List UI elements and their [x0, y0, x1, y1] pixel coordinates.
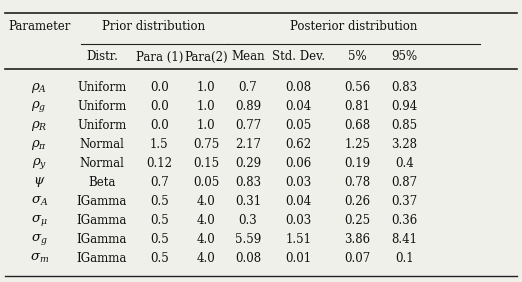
Text: 0.62: 0.62	[286, 138, 312, 151]
Text: Uniform: Uniform	[77, 119, 126, 132]
Text: 3.86: 3.86	[345, 233, 371, 246]
Text: 0.19: 0.19	[345, 157, 371, 170]
Text: 0.0: 0.0	[150, 119, 169, 132]
Text: 0.25: 0.25	[345, 214, 371, 227]
Text: 0.12: 0.12	[146, 157, 172, 170]
Text: 0.3: 0.3	[239, 214, 257, 227]
Text: $\rho_A$: $\rho_A$	[31, 81, 47, 95]
Text: 0.37: 0.37	[392, 195, 418, 208]
Text: 8.41: 8.41	[392, 233, 418, 246]
Text: 5%: 5%	[348, 50, 367, 63]
Text: Para(2): Para(2)	[184, 50, 228, 63]
Text: 0.01: 0.01	[286, 252, 312, 265]
Text: 1.0: 1.0	[197, 119, 216, 132]
Text: $\sigma_A$: $\sigma_A$	[30, 195, 48, 208]
Text: $\rho_y$: $\rho_y$	[31, 156, 47, 171]
Text: $\sigma_m$: $\sigma_m$	[30, 252, 49, 265]
Text: 2.17: 2.17	[235, 138, 261, 151]
Text: 0.36: 0.36	[392, 214, 418, 227]
Text: Para (1): Para (1)	[136, 50, 183, 63]
Text: 0.08: 0.08	[235, 252, 261, 265]
Text: 0.0: 0.0	[150, 81, 169, 94]
Text: 0.75: 0.75	[193, 138, 219, 151]
Text: Distr.: Distr.	[86, 50, 118, 63]
Text: Prior distribution: Prior distribution	[102, 20, 206, 33]
Text: Std. Dev.: Std. Dev.	[272, 50, 325, 63]
Text: 0.05: 0.05	[286, 119, 312, 132]
Text: 1.25: 1.25	[345, 138, 371, 151]
Text: 0.87: 0.87	[392, 176, 418, 189]
Text: $\rho_\pi$: $\rho_\pi$	[31, 138, 47, 152]
Text: 0.94: 0.94	[392, 100, 418, 113]
Text: Normal: Normal	[79, 157, 124, 170]
Text: 1.51: 1.51	[286, 233, 312, 246]
Text: 0.03: 0.03	[286, 176, 312, 189]
Text: 0.5: 0.5	[150, 233, 169, 246]
Text: 0.5: 0.5	[150, 252, 169, 265]
Text: 0.31: 0.31	[235, 195, 261, 208]
Text: Posterior distribution: Posterior distribution	[290, 20, 418, 33]
Text: 0.4: 0.4	[395, 157, 414, 170]
Text: Beta: Beta	[88, 176, 115, 189]
Text: 0.05: 0.05	[193, 176, 219, 189]
Text: 0.83: 0.83	[235, 176, 261, 189]
Text: IGamma: IGamma	[77, 252, 127, 265]
Text: IGamma: IGamma	[77, 214, 127, 227]
Text: Uniform: Uniform	[77, 100, 126, 113]
Text: 0.04: 0.04	[286, 195, 312, 208]
Text: 0.07: 0.07	[345, 252, 371, 265]
Text: 0.04: 0.04	[286, 100, 312, 113]
Text: $\rho_g$: $\rho_g$	[31, 99, 47, 114]
Text: 0.89: 0.89	[235, 100, 261, 113]
Text: 0.85: 0.85	[392, 119, 418, 132]
Text: 4.0: 4.0	[197, 252, 216, 265]
Text: 0.1: 0.1	[395, 252, 414, 265]
Text: $\sigma_g$: $\sigma_g$	[31, 232, 48, 247]
Text: 3.28: 3.28	[392, 138, 418, 151]
Text: IGamma: IGamma	[77, 195, 127, 208]
Text: 4.0: 4.0	[197, 195, 216, 208]
Text: 0.68: 0.68	[345, 119, 371, 132]
Text: 0.77: 0.77	[235, 119, 261, 132]
Text: Uniform: Uniform	[77, 81, 126, 94]
Text: $\psi$: $\psi$	[33, 175, 45, 190]
Text: 95%: 95%	[392, 50, 418, 63]
Text: Normal: Normal	[79, 138, 124, 151]
Text: Mean: Mean	[231, 50, 265, 63]
Text: 5.59: 5.59	[235, 233, 261, 246]
Text: IGamma: IGamma	[77, 233, 127, 246]
Text: 0.29: 0.29	[235, 157, 261, 170]
Text: 0.0: 0.0	[150, 100, 169, 113]
Text: 0.7: 0.7	[239, 81, 257, 94]
Text: 1.0: 1.0	[197, 81, 216, 94]
Text: 0.5: 0.5	[150, 214, 169, 227]
Text: 0.15: 0.15	[193, 157, 219, 170]
Text: 0.08: 0.08	[286, 81, 312, 94]
Text: 1.0: 1.0	[197, 100, 216, 113]
Text: 0.03: 0.03	[286, 214, 312, 227]
Text: 4.0: 4.0	[197, 214, 216, 227]
Text: 0.06: 0.06	[286, 157, 312, 170]
Text: $\rho_R$: $\rho_R$	[31, 119, 48, 133]
Text: 0.5: 0.5	[150, 195, 169, 208]
Text: 0.83: 0.83	[392, 81, 418, 94]
Text: 0.26: 0.26	[345, 195, 371, 208]
Text: 0.7: 0.7	[150, 176, 169, 189]
Text: Parameter: Parameter	[8, 20, 70, 33]
Text: 0.81: 0.81	[345, 100, 371, 113]
Text: 4.0: 4.0	[197, 233, 216, 246]
Text: 0.78: 0.78	[345, 176, 371, 189]
Text: $\sigma_\mu$: $\sigma_\mu$	[31, 213, 48, 228]
Text: 0.56: 0.56	[345, 81, 371, 94]
Text: 1.5: 1.5	[150, 138, 169, 151]
